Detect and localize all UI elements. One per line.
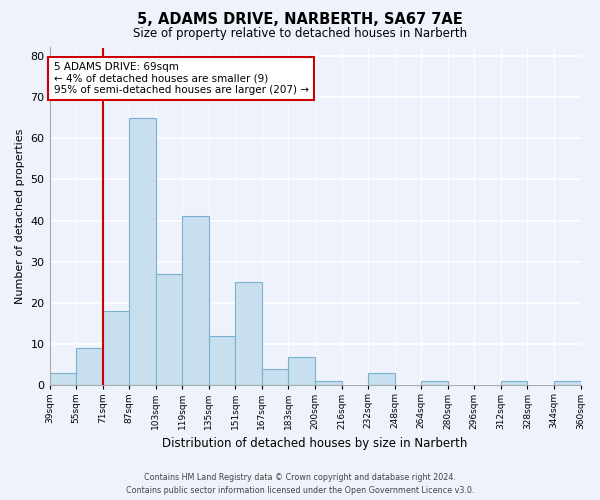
Bar	[50, 373, 76, 386]
Bar	[129, 118, 156, 386]
Bar	[554, 381, 581, 386]
Text: 5 ADAMS DRIVE: 69sqm
← 4% of detached houses are smaller (9)
95% of semi-detache: 5 ADAMS DRIVE: 69sqm ← 4% of detached ho…	[53, 62, 308, 95]
Text: Size of property relative to detached houses in Narberth: Size of property relative to detached ho…	[133, 28, 467, 40]
Bar	[76, 348, 103, 386]
Bar	[368, 373, 395, 386]
Bar	[103, 311, 129, 386]
Bar	[262, 369, 289, 386]
X-axis label: Distribution of detached houses by size in Narberth: Distribution of detached houses by size …	[163, 437, 468, 450]
Bar	[209, 336, 235, 386]
Bar	[421, 381, 448, 386]
Bar	[182, 216, 209, 386]
Bar	[315, 381, 341, 386]
Y-axis label: Number of detached properties: Number of detached properties	[15, 128, 25, 304]
Bar	[156, 274, 182, 386]
Text: Contains HM Land Registry data © Crown copyright and database right 2024.
Contai: Contains HM Land Registry data © Crown c…	[126, 474, 474, 495]
Text: 5, ADAMS DRIVE, NARBERTH, SA67 7AE: 5, ADAMS DRIVE, NARBERTH, SA67 7AE	[137, 12, 463, 28]
Bar	[501, 381, 527, 386]
Bar	[289, 356, 315, 386]
Bar	[235, 282, 262, 386]
